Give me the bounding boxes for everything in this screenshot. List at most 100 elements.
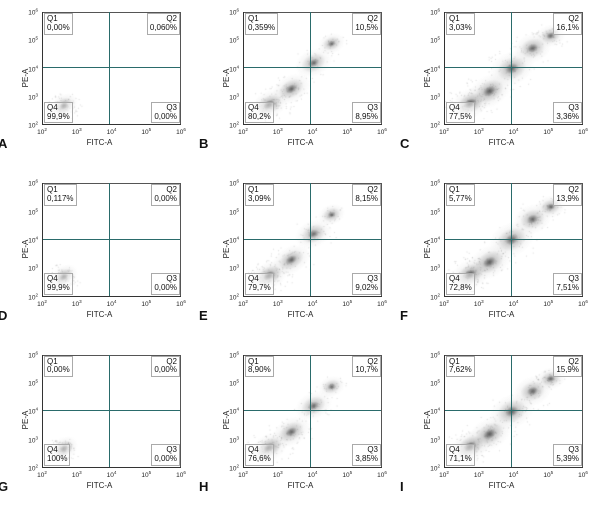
scatter-plot: Q10,00%Q20,060%Q499,9%Q30,00%	[42, 12, 181, 125]
y-tick: 105	[430, 36, 440, 45]
x-tick: 103	[474, 127, 484, 136]
panel-A: APE-A102103104105106Q10,00%Q20,060%Q499,…	[0, 6, 189, 169]
x-ticks: 102103104105106	[243, 299, 382, 309]
panel-letter: F	[400, 308, 408, 323]
plot-wrap: PE-A102103104105106Q10,00%Q20,00%Q4100%Q…	[14, 353, 185, 488]
quadrant-percent: 7,62%	[449, 366, 472, 375]
quadrant-percent: 16,1%	[556, 24, 579, 33]
quadrant-label-q4: Q476,6%	[245, 444, 274, 466]
quadrant-divider-horizontal	[244, 67, 382, 68]
quadrant-percent: 100%	[47, 455, 67, 464]
quadrant-percent: 71,1%	[449, 455, 472, 464]
scatter-plot: Q10,117%Q20,00%Q499,9%Q30,00%	[42, 183, 181, 296]
y-tick: 104	[229, 407, 239, 416]
quadrant-percent: 8,90%	[248, 366, 271, 375]
x-tick: 106	[377, 299, 387, 308]
plot-wrap: PE-A102103104105106Q15,77%Q213,9%Q472,8%…	[416, 181, 587, 316]
quadrant-percent: 0,117%	[47, 195, 74, 204]
x-ticks: 102103104105106	[42, 127, 181, 137]
plot-wrap: PE-A102103104105106Q10,00%Q20,060%Q499,9…	[14, 10, 185, 145]
quadrant-label-q3: Q33,85%	[352, 444, 381, 466]
panel-letter: A	[0, 136, 7, 151]
x-axis-label: FITC-A	[14, 481, 185, 490]
quadrant-percent: 10,5%	[355, 24, 378, 33]
y-ticks: 102103104105106	[26, 355, 40, 468]
y-tick: 106	[229, 350, 239, 359]
x-tick: 105	[543, 299, 553, 308]
panel-letter: H	[199, 479, 208, 494]
quadrant-label-q1: Q15,77%	[446, 184, 475, 206]
quadrant-label-q3: Q30,00%	[151, 444, 180, 466]
x-tick: 104	[308, 470, 318, 479]
x-tick: 106	[578, 127, 588, 136]
quadrant-percent: 79,7%	[248, 284, 271, 293]
x-tick: 104	[308, 127, 318, 136]
quadrant-divider-horizontal	[43, 67, 181, 68]
x-tick: 103	[273, 470, 283, 479]
quadrant-label-q2: Q20,00%	[151, 184, 180, 206]
x-tick: 103	[72, 299, 82, 308]
x-tick: 106	[176, 470, 186, 479]
x-tick: 105	[141, 127, 151, 136]
quadrant-divider-horizontal	[445, 67, 583, 68]
x-tick: 102	[439, 127, 449, 136]
y-tick: 104	[28, 235, 38, 244]
x-tick: 106	[578, 470, 588, 479]
x-axis-label: FITC-A	[416, 138, 587, 147]
plot-wrap: PE-A102103104105106Q18,90%Q210,7%Q476,6%…	[215, 353, 386, 488]
y-tick: 104	[28, 64, 38, 73]
panel-I: IPE-A102103104105106Q17,62%Q215,9%Q471,1…	[402, 349, 591, 512]
y-tick: 106	[229, 179, 239, 188]
quadrant-label-q3: Q33,36%	[553, 102, 582, 124]
plot-wrap: PE-A102103104105106Q13,09%Q28,15%Q479,7%…	[215, 181, 386, 316]
quadrant-label-q4: Q472,8%	[446, 273, 475, 295]
quadrant-divider-horizontal	[445, 239, 583, 240]
x-axis-label: FITC-A	[416, 481, 587, 490]
x-tick: 105	[543, 470, 553, 479]
quadrant-divider-horizontal	[445, 410, 583, 411]
quadrant-label-q3: Q37,51%	[553, 273, 582, 295]
quadrant-divider-horizontal	[43, 239, 181, 240]
quadrant-percent: 8,15%	[355, 195, 378, 204]
y-tick: 106	[229, 7, 239, 16]
scatter-plot: Q15,77%Q213,9%Q472,8%Q37,51%	[444, 183, 583, 296]
quadrant-percent: 0,00%	[154, 366, 177, 375]
quadrant-label-q3: Q30,00%	[151, 273, 180, 295]
panel-letter: G	[0, 479, 8, 494]
y-tick: 106	[430, 179, 440, 188]
quadrant-divider-horizontal	[244, 410, 382, 411]
quadrant-percent: 9,02%	[355, 284, 378, 293]
y-tick: 104	[430, 64, 440, 73]
quadrant-label-q2: Q20,00%	[151, 356, 180, 378]
x-ticks: 102103104105106	[243, 127, 382, 137]
x-axis-label: FITC-A	[215, 481, 386, 490]
x-tick: 103	[273, 127, 283, 136]
scatter-plot: Q10,359%Q210,5%Q480,2%Q38,95%	[243, 12, 382, 125]
y-tick: 105	[229, 378, 239, 387]
y-tick: 103	[229, 264, 239, 273]
x-ticks: 102103104105106	[42, 299, 181, 309]
panel-letter: C	[400, 136, 409, 151]
y-tick: 106	[28, 350, 38, 359]
x-tick: 103	[273, 299, 283, 308]
x-axis-label: FITC-A	[215, 310, 386, 319]
x-tick: 105	[342, 299, 352, 308]
y-tick: 106	[430, 7, 440, 16]
scatter-plot: Q10,00%Q20,00%Q4100%Q30,00%	[42, 355, 181, 468]
x-ticks: 102103104105106	[444, 470, 583, 480]
y-ticks: 102103104105106	[428, 12, 442, 125]
quadrant-percent: 3,03%	[449, 24, 472, 33]
y-tick: 104	[430, 235, 440, 244]
quadrant-percent: 13,9%	[556, 195, 579, 204]
y-tick: 104	[229, 235, 239, 244]
plot-wrap: PE-A102103104105106Q13,03%Q216,1%Q477,5%…	[416, 10, 587, 145]
quadrant-label-q1: Q17,62%	[446, 356, 475, 378]
x-tick: 103	[72, 470, 82, 479]
quadrant-label-q4: Q4100%	[44, 444, 70, 466]
panel-letter: B	[199, 136, 208, 151]
y-tick: 103	[28, 92, 38, 101]
quadrant-label-q2: Q215,9%	[553, 356, 582, 378]
quadrant-percent: 3,09%	[248, 195, 271, 204]
panel-letter: D	[0, 308, 7, 323]
quadrant-label-q1: Q10,359%	[245, 13, 278, 35]
